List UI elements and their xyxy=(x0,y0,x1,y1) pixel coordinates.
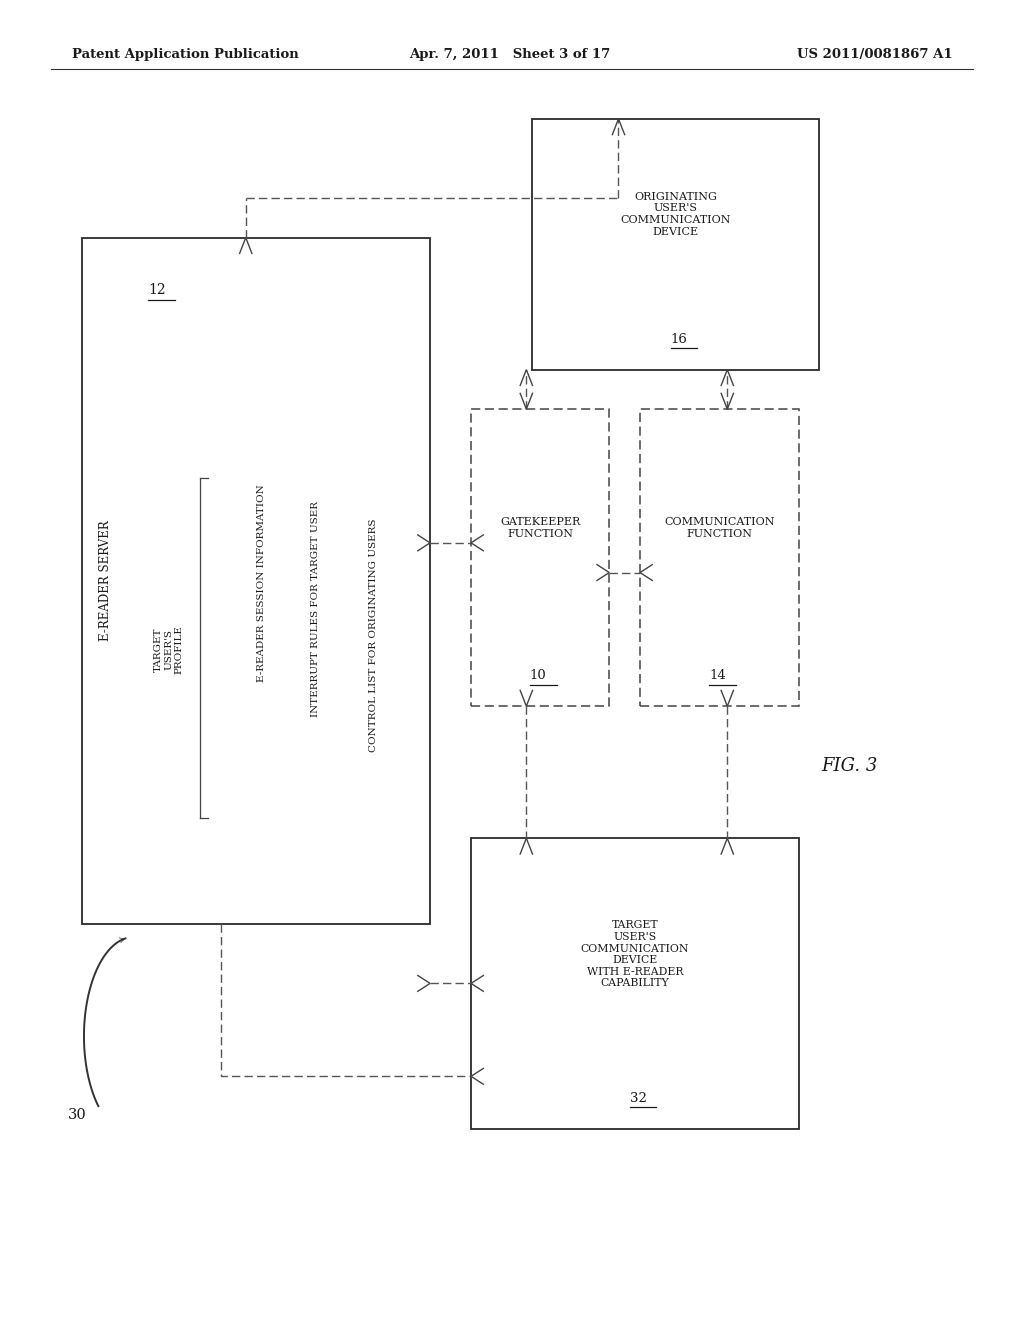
Text: E-READER SESSION INFORMATION: E-READER SESSION INFORMATION xyxy=(257,484,265,682)
Text: COMMUNICATION
FUNCTION: COMMUNICATION FUNCTION xyxy=(665,517,774,539)
Text: INTERRUPT RULES FOR TARGET USER: INTERRUPT RULES FOR TARGET USER xyxy=(311,502,319,717)
Bar xyxy=(82,238,430,924)
Text: 16: 16 xyxy=(671,333,687,346)
Text: GATEKEEPER
FUNCTION: GATEKEEPER FUNCTION xyxy=(500,517,581,539)
Bar xyxy=(640,409,799,706)
Text: TARGET
USER'S
COMMUNICATION
DEVICE
WITH E-READER
CAPABILITY: TARGET USER'S COMMUNICATION DEVICE WITH … xyxy=(581,920,689,989)
Text: 30: 30 xyxy=(68,1109,86,1122)
Bar xyxy=(471,409,609,706)
Bar xyxy=(471,838,799,1129)
Text: US 2011/0081867 A1: US 2011/0081867 A1 xyxy=(797,48,952,61)
Text: CONTROL LIST FOR ORIGINATING USERS: CONTROL LIST FOR ORIGINATING USERS xyxy=(370,519,378,752)
Text: FIG. 3: FIG. 3 xyxy=(821,756,879,775)
Text: 10: 10 xyxy=(530,669,547,682)
Text: Patent Application Publication: Patent Application Publication xyxy=(72,48,298,61)
Text: ORIGINATING
USER'S
COMMUNICATION
DEVICE: ORIGINATING USER'S COMMUNICATION DEVICE xyxy=(621,191,731,236)
Text: 14: 14 xyxy=(709,669,726,682)
Text: TARGET
USER'S
PROFILE: TARGET USER'S PROFILE xyxy=(154,624,184,675)
Text: Apr. 7, 2011   Sheet 3 of 17: Apr. 7, 2011 Sheet 3 of 17 xyxy=(410,48,611,61)
Bar xyxy=(532,119,819,370)
Text: 32: 32 xyxy=(630,1092,646,1105)
Text: 12: 12 xyxy=(148,282,166,297)
Text: E-READER SERVER: E-READER SERVER xyxy=(99,520,112,642)
